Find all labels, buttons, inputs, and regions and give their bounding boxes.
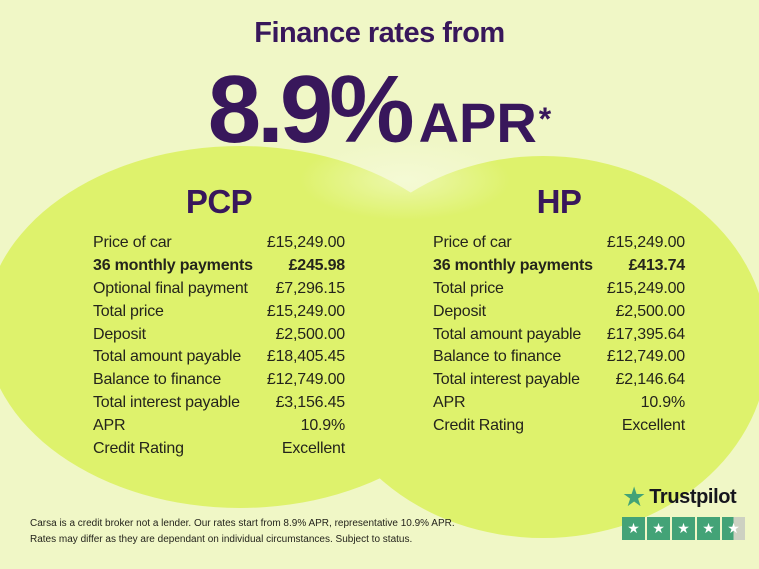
disclaimer-line-2: Rates may differ as they are dependant o… — [30, 533, 413, 545]
row-label: Price of car — [433, 234, 512, 252]
row-label: Deposit — [433, 302, 486, 320]
rate-asterisk: * — [538, 101, 552, 137]
row-value: £12,749.00 — [606, 348, 685, 366]
table-row: APR 10.9% — [93, 414, 345, 437]
hp-rows: Price of car £15,249.00 36 monthly payment… — [433, 232, 685, 437]
row-value: £17,395.64 — [606, 325, 685, 343]
trustpilot-rating-star-icon: ★ — [722, 517, 745, 540]
row-value: £2,146.64 — [615, 371, 686, 389]
row-label: Total interest payable — [433, 371, 580, 389]
table-row: Total amount payable £18,405.45 — [93, 346, 345, 369]
row-value: £18,405.45 — [266, 348, 345, 366]
pcp-title: PCP — [185, 183, 253, 220]
rate-value: 8.9% — [207, 56, 415, 163]
trustpilot-rating-star-icon: ★ — [647, 517, 670, 540]
row-label: Deposit — [93, 325, 146, 343]
pcp-rows: Price of car £15,249.00 36 monthly payment… — [93, 232, 345, 460]
table-row: Deposit £2,500.00 — [93, 323, 345, 346]
row-value: Excellent — [621, 416, 685, 434]
table-row: 36 monthly payments £413.74 — [433, 255, 685, 278]
row-label: Optional final payment — [93, 279, 248, 297]
row-value: 10.9% — [300, 416, 346, 434]
row-label: Total price — [93, 302, 164, 320]
row-label: Price of car — [93, 234, 172, 252]
row-value: £15,249.00 — [266, 234, 345, 252]
rate-unit: APR — [418, 91, 537, 154]
row-label: Credit Rating — [433, 416, 524, 434]
table-row: Balance to finance £12,749.00 — [93, 369, 345, 392]
row-value: £245.98 — [288, 257, 346, 275]
row-label: Total amount payable — [93, 348, 242, 366]
row-label: Balance to finance — [433, 348, 562, 366]
row-label: 36 monthly payments — [433, 257, 593, 275]
hp-table: HP Price of car £15,249.00 36 monthly paym… — [433, 184, 685, 437]
row-value: £3,156.45 — [275, 393, 346, 411]
row-value: £2,500.00 — [275, 325, 346, 343]
page-title: Finance rates from — [254, 17, 505, 49]
row-value: Excellent — [281, 439, 345, 457]
trustpilot-rating-star-icon: ★ — [622, 517, 645, 540]
trustpilot-brand-name: Trustpilot — [649, 486, 737, 508]
table-row: Deposit £2,500.00 — [433, 300, 685, 323]
row-value: £15,249.00 — [266, 302, 345, 320]
table-row: Price of car £15,249.00 — [93, 232, 345, 255]
table-row: APR 10.9% — [433, 392, 685, 415]
table-row: Total amount payable £17,395.64 — [433, 323, 685, 346]
row-label: 36 monthly payments — [93, 257, 253, 275]
row-label: Total price — [433, 279, 504, 297]
row-value: £7,296.15 — [275, 279, 346, 297]
trustpilot-rating-star-icon: ★ — [697, 517, 720, 540]
disclaimer-line-1: Carsa is a credit broker not a lender. O… — [30, 518, 455, 529]
row-value: £12,749.00 — [266, 371, 345, 389]
table-row: Total price £15,249.00 — [433, 278, 685, 301]
row-value: £15,249.00 — [606, 234, 685, 252]
disclaimer: Carsa is a credit broker not a lender. O… — [30, 516, 455, 547]
row-label: Total interest payable — [93, 393, 240, 411]
table-row: Optional final payment £7,296.15 — [93, 278, 345, 301]
table-row: Total interest payable £2,146.64 — [433, 369, 685, 392]
trustpilot-logo: ★ Trustpilot — [622, 484, 745, 511]
row-label: Total amount payable — [433, 325, 582, 343]
row-value: £15,249.00 — [606, 279, 685, 297]
row-label: APR — [93, 416, 126, 434]
trustpilot-rating-star-icon: ★ — [672, 517, 695, 540]
row-value: 10.9% — [640, 393, 686, 411]
trustpilot-star-icon: ★ — [622, 482, 647, 513]
row-value: £413.74 — [628, 257, 686, 275]
table-row: 36 monthly payments £245.98 — [93, 255, 345, 278]
table-row: Credit Rating Excellent — [433, 414, 685, 437]
row-label: Balance to finance — [93, 371, 222, 389]
row-label: APR — [433, 393, 466, 411]
headline-rate: 8.9% APR * — [0, 57, 759, 163]
row-label: Credit Rating — [93, 439, 184, 457]
trustpilot-rating: ★ ★ ★ ★ ★ — [622, 517, 745, 540]
table-row: Total price £15,249.00 — [93, 300, 345, 323]
row-value: £2,500.00 — [615, 302, 686, 320]
trustpilot-badge[interactable]: ★ Trustpilot ★ ★ ★ ★ ★ — [622, 484, 745, 540]
table-row: Balance to finance £12,749.00 — [433, 346, 685, 369]
hp-title: HP — [536, 183, 582, 220]
table-row: Credit Rating Excellent — [93, 437, 345, 460]
table-row: Price of car £15,249.00 — [433, 232, 685, 255]
table-row: Total interest payable £3,156.45 — [93, 392, 345, 415]
pcp-table: PCP Price of car £15,249.00 36 monthly pay… — [93, 184, 345, 460]
